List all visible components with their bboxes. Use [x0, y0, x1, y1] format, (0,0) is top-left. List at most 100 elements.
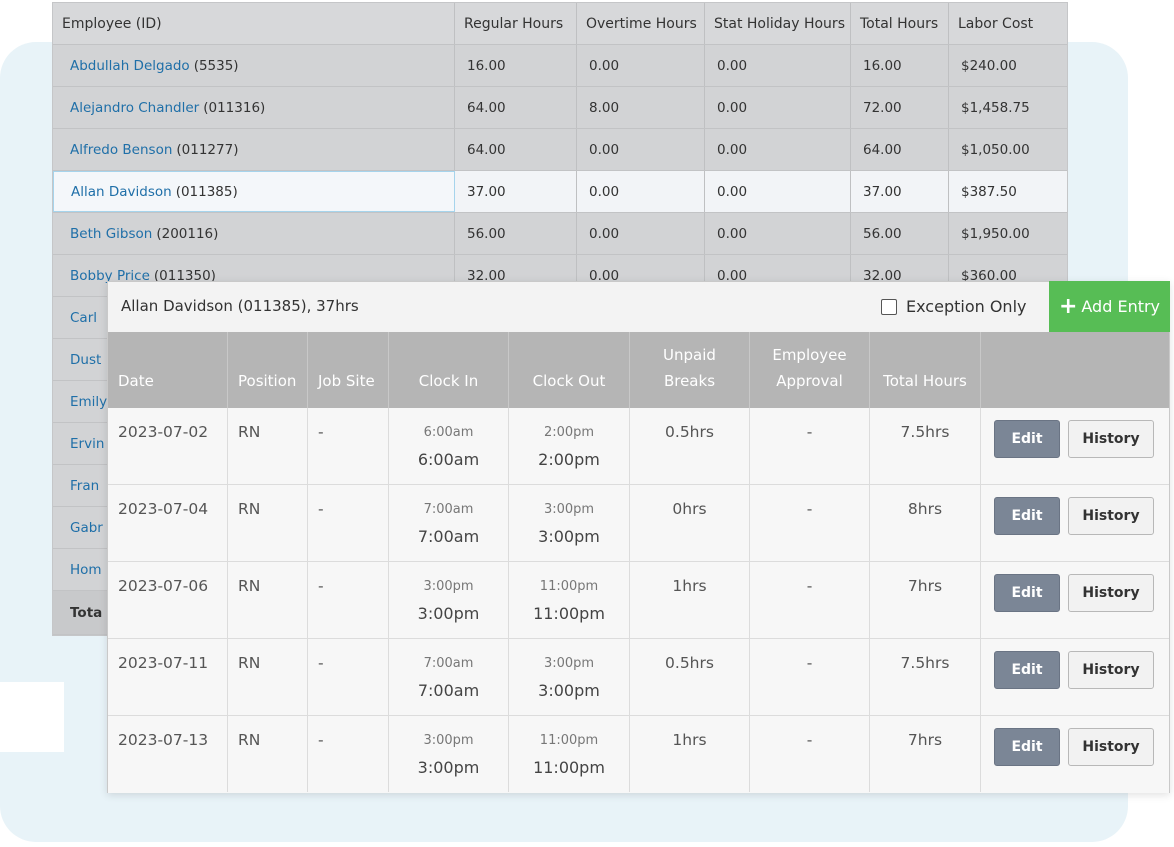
employee-id: (011385) [175, 183, 238, 200]
history-button[interactable]: History [1068, 574, 1154, 612]
stat-holiday-hours: 0.00 [705, 87, 851, 128]
history-button[interactable]: History [1068, 420, 1154, 458]
regular-hours: 56.00 [455, 213, 577, 254]
table-row-selected[interactable]: Allan Davidson (011385) 37.00 0.00 0.00 3… [53, 171, 1067, 213]
actual-clock-in: 7:00am [417, 681, 480, 700]
labor-cost: $1,050.00 [961, 141, 1030, 158]
edit-button[interactable]: Edit [994, 574, 1060, 612]
employee-link[interactable]: Alejandro Chandler [70, 99, 200, 116]
time-entry-row: 2023-07-06 RN - 3:00pm 3:00pm 11:00pm 11:0… [108, 562, 1169, 639]
overtime-hours: 0.00 [577, 129, 705, 170]
total-hours: 56.00 [851, 213, 949, 254]
entry-position: RN [238, 500, 261, 518]
table-row[interactable]: Alfredo Benson (011277) 64.00 0.00 0.00 6… [53, 129, 1067, 171]
employee-link[interactable]: Allan Davidson [71, 183, 172, 200]
stat-holiday-hours: 0.00 [705, 255, 851, 296]
col-regular-hours[interactable]: Regular Hours [455, 3, 577, 44]
employee-link[interactable]: Fran [70, 477, 100, 494]
col-position: Position [228, 332, 308, 408]
edit-button[interactable]: Edit [994, 651, 1060, 689]
exception-only-toggle[interactable]: Exception Only [881, 297, 1026, 316]
employee-id: (011350) [153, 267, 216, 284]
total-hours: 37.00 [851, 171, 949, 212]
col-total-hours: Total Hours [870, 332, 981, 408]
col-actions [981, 332, 1169, 408]
labor-cost: $1,950.00 [961, 225, 1030, 242]
total-hours: 32.00 [851, 255, 949, 296]
employee-link[interactable]: Emily [70, 393, 108, 410]
entry-total-hours: 7.5hrs [900, 423, 950, 441]
table-row[interactable]: Alejandro Chandler (011316) 64.00 8.00 0.… [53, 87, 1067, 129]
scheduled-clock-out: 2:00pm [543, 425, 595, 440]
col-date: Date [108, 332, 228, 408]
entry-approval: - [806, 654, 813, 672]
entry-job-site: - [318, 423, 324, 441]
entry-approval: - [806, 731, 813, 749]
employee-link[interactable]: Dust [70, 351, 102, 368]
overtime-hours: 0.00 [577, 213, 705, 254]
history-button[interactable]: History [1068, 651, 1154, 689]
stat-holiday-hours: 0.00 [705, 129, 851, 170]
exception-only-label: Exception Only [906, 297, 1027, 316]
table-row[interactable]: Beth Gibson (200116) 56.00 0.00 0.00 56.0… [53, 213, 1067, 255]
employee-link[interactable]: Alfredo Benson [70, 141, 173, 158]
entry-approval: - [806, 577, 813, 595]
scheduled-clock-in: 3:00pm [423, 579, 474, 594]
history-button[interactable]: History [1068, 497, 1154, 535]
col-labor-cost[interactable]: Labor Cost [958, 15, 1034, 32]
actual-clock-in: 3:00pm [417, 758, 480, 777]
labor-cost: $1,458.75 [961, 99, 1030, 116]
col-total-hours[interactable]: Total Hours [851, 3, 949, 44]
employee-link[interactable]: Beth Gibson [70, 225, 153, 242]
scheduled-clock-in: 7:00am [423, 656, 474, 671]
col-employee[interactable]: Employee (ID) [53, 3, 455, 44]
panel-header: Allan Davidson (011385), 37hrs Exception… [108, 281, 1170, 333]
employee-id: (5535) [193, 57, 239, 74]
col-overtime-hours[interactable]: Overtime Hours [577, 3, 705, 44]
employee-link[interactable]: Abdullah Delgado [70, 57, 190, 74]
col-unpaid-breaks-line1: Unpaid [663, 346, 716, 364]
scheduled-clock-in: 6:00am [423, 425, 474, 440]
entry-job-site: - [318, 500, 324, 518]
col-stat-holiday-hours[interactable]: Stat Holiday Hours [705, 3, 851, 44]
overtime-hours: 8.00 [577, 87, 705, 128]
time-entry-row: 2023-07-04 RN - 7:00am 7:00am 3:00pm 3:00p… [108, 485, 1169, 562]
stat-holiday-hours: 0.00 [705, 171, 851, 212]
employee-link[interactable]: Gabr [70, 519, 103, 536]
entry-position: RN [238, 423, 261, 441]
table-row[interactable]: Abdullah Delgado (5535) 16.00 0.00 0.00 1… [53, 45, 1067, 87]
total-hours: 72.00 [851, 87, 949, 128]
actual-clock-in: 3:00pm [417, 604, 480, 623]
edit-button[interactable]: Edit [994, 497, 1060, 535]
overtime-hours: 0.00 [577, 255, 705, 296]
exception-only-checkbox[interactable] [881, 298, 897, 315]
history-button[interactable]: History [1068, 728, 1154, 766]
employee-id: (011277) [176, 141, 239, 158]
scheduled-clock-out: 11:00pm [539, 579, 599, 594]
regular-hours: 16.00 [455, 45, 577, 86]
regular-hours: 32.00 [455, 255, 577, 296]
entry-position: RN [238, 577, 261, 595]
add-entry-button[interactable]: + Add Entry [1049, 281, 1170, 332]
overtime-hours: 0.00 [577, 45, 705, 86]
entry-date: 2023-07-06 [118, 577, 209, 595]
col-unpaid-breaks: Unpaid Breaks [630, 332, 750, 408]
entry-job-site: - [318, 731, 324, 749]
edit-button[interactable]: Edit [994, 420, 1060, 458]
scheduled-clock-in: 3:00pm [423, 733, 474, 748]
employee-link[interactable]: Carl [70, 309, 97, 326]
col-unpaid-breaks-line2: Breaks [663, 372, 716, 390]
labor-cost: $360.00 [961, 267, 1017, 284]
actual-clock-out: 3:00pm [538, 681, 600, 700]
edit-button[interactable]: Edit [994, 728, 1060, 766]
entry-approval: - [806, 423, 813, 441]
employee-link[interactable]: Ervin [70, 435, 105, 452]
background-notch [0, 682, 64, 752]
employee-link[interactable]: Bobby Price [70, 267, 150, 284]
entry-unpaid-breaks: 0hrs [672, 500, 707, 518]
col-clock-in: Clock In [389, 332, 509, 408]
employee-link[interactable]: Hom [70, 561, 102, 578]
entry-unpaid-breaks: 1hrs [672, 577, 707, 595]
time-entries-panel: Allan Davidson (011385), 37hrs Exception… [107, 281, 1170, 793]
scheduled-clock-out: 11:00pm [539, 733, 599, 748]
